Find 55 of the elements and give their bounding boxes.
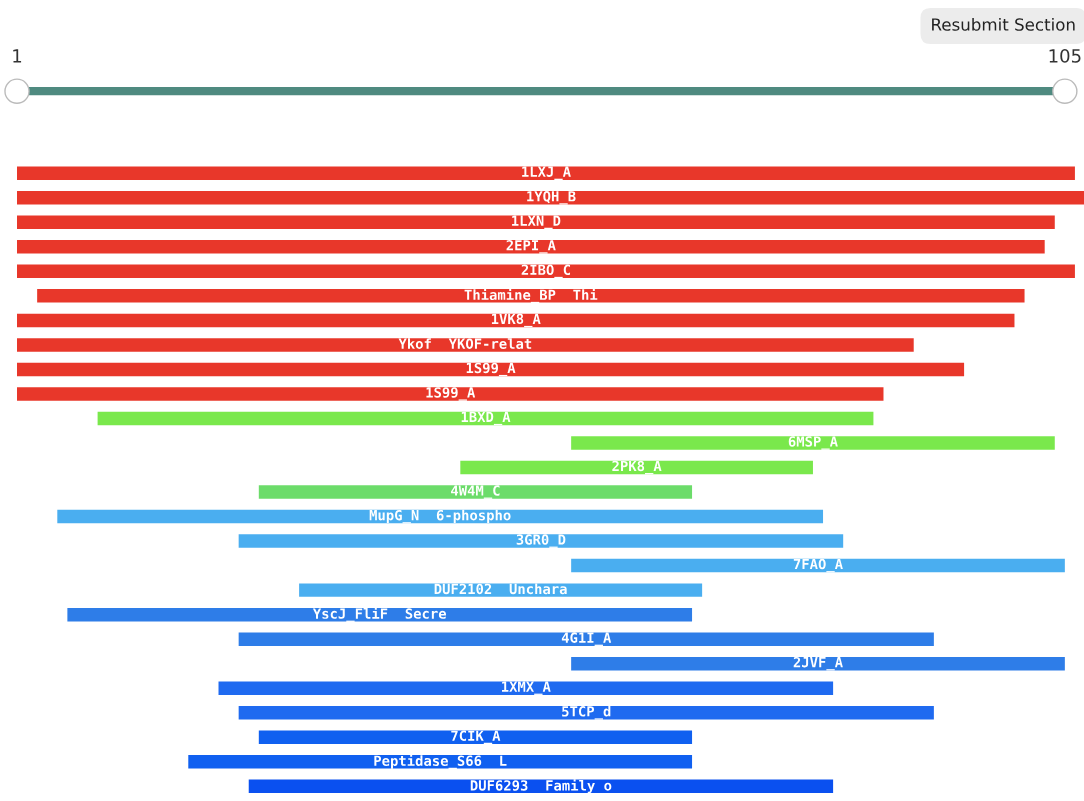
bar <box>258 485 693 499</box>
bar <box>299 583 703 597</box>
bar <box>67 607 693 622</box>
y-tick-label: YscJ_FliF Secre <box>312 607 447 622</box>
y-tick-label: 1BXD_A <box>461 411 511 426</box>
y-tick-label: 1VK8_A <box>491 313 541 328</box>
bar <box>238 534 844 548</box>
y-tick-label: 7CIK_A <box>451 730 501 745</box>
y-tick-label: 1LXJ_A <box>522 166 571 180</box>
y-tick-label: MupG_N 6-phospho <box>369 509 511 524</box>
y-tick-label: Peptidase_S66 L <box>374 754 507 770</box>
y-tick-label: 4W4M_C <box>451 485 500 499</box>
y-tick-label: 2IBO_C <box>521 264 571 279</box>
bar <box>17 215 1055 230</box>
bar <box>571 436 1055 450</box>
bar <box>17 166 1075 180</box>
bar <box>571 558 1065 573</box>
y-tick-label: Ykof YKOF-relat <box>398 338 532 349</box>
y-tick-label: 6MSP_A <box>788 436 838 450</box>
bar <box>97 411 874 426</box>
y-tick-label: 4G1I_A <box>561 632 612 646</box>
y-tick-label: 1S99_A <box>426 387 476 401</box>
y-tick-label: 2JVF_A <box>793 656 843 671</box>
x-tick-label: 105 <box>1049 49 1081 63</box>
bar <box>17 264 1075 279</box>
y-tick-label: 2EPI_A <box>506 240 556 254</box>
bar <box>17 191 1084 205</box>
bar <box>17 313 1015 328</box>
bar <box>460 460 813 475</box>
bar <box>258 730 693 744</box>
text: Resubmit Section <box>932 17 1075 31</box>
bar <box>238 705 934 720</box>
bar <box>17 387 884 401</box>
y-tick-label: 7FAO_A <box>793 558 843 573</box>
y-tick-label: 1S99_A <box>466 362 516 377</box>
bar <box>17 338 914 352</box>
bar <box>218 681 834 695</box>
bar <box>17 240 1045 254</box>
y-tick-label: 1XMX_A <box>502 681 551 695</box>
y-tick-label: 3GR0_D <box>516 534 566 548</box>
y-tick-label: 1YQH_B <box>527 190 576 205</box>
y-tick-label: Thiamine_BP Thi <box>464 288 598 304</box>
bar <box>17 362 965 377</box>
bar <box>188 755 693 769</box>
y-tick-label: 1LXN_D <box>512 215 561 230</box>
y-tick-label: 2PK8_A <box>612 460 662 475</box>
y-tick-label: DUF2102 Unchara <box>434 583 567 595</box>
y-tick-label: DUF6293 Family o <box>470 779 612 794</box>
bar <box>238 632 934 646</box>
bar <box>571 656 1065 671</box>
y-tick-label: 5TCP_d <box>562 705 611 720</box>
bar <box>248 779 834 794</box>
bar <box>57 509 824 524</box>
x-tick-label: 1 <box>13 49 22 63</box>
bar <box>37 289 1025 303</box>
